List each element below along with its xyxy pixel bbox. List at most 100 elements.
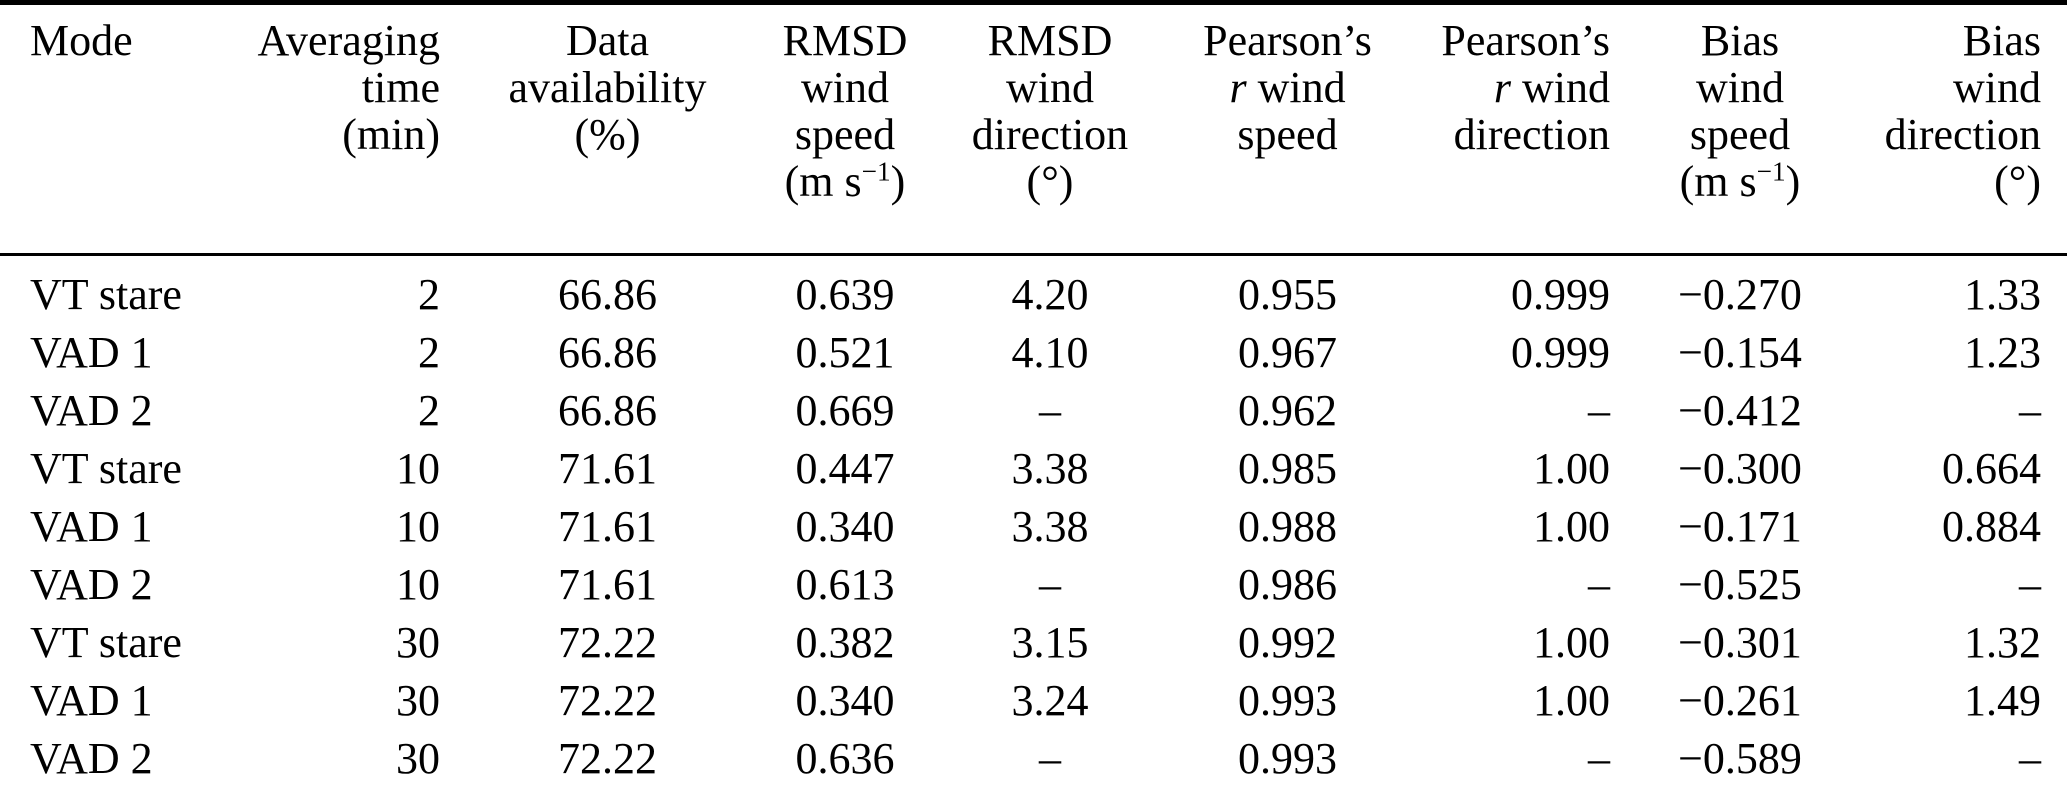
unit-text: (m s (784, 157, 862, 206)
cell-rmsd-wind-direction: 4.20 (1011, 270, 1089, 319)
cell-data-availability: 72.22 (558, 618, 657, 667)
cell-averaging-time: 10 (396, 502, 440, 551)
cell-rmsd-wind-speed: 0.340 (795, 676, 895, 725)
header-line: Data (565, 16, 650, 65)
col-header-data-availability: Data availability (%) (460, 2, 755, 256)
cell-bias-wind-speed: −0.301 (1678, 618, 1802, 667)
cell-averaging-time: 2 (418, 386, 440, 435)
cell-bias-wind-speed: −0.300 (1678, 444, 1802, 493)
cell-pearson-r-wind-direction: 1.00 (1533, 502, 1610, 551)
cell-mode: VAD 2 (30, 734, 153, 783)
cell-averaging-time: 30 (396, 734, 440, 783)
cell-data-availability: 66.86 (558, 386, 657, 435)
cell-pearson-r-wind-speed: 0.993 (1238, 734, 1337, 783)
cell-pearson-r-wind-direction: 1.00 (1533, 618, 1610, 667)
table-row: VAD 2 10 71.61 0.613 – 0.986 – −0.525 – (0, 556, 2067, 614)
table-row: VAD 1 10 71.61 0.340 3.38 0.988 1.00 −0.… (0, 498, 2067, 556)
cell-pearson-r-wind-speed: 0.986 (1238, 560, 1337, 609)
header-line: availability (508, 63, 707, 112)
cell-pearson-r-wind-speed: 0.955 (1238, 270, 1337, 319)
header-line: direction (1884, 110, 2041, 159)
header-line: r wind (1166, 64, 1409, 111)
cell-bias-wind-direction: 1.49 (1964, 676, 2041, 725)
header-line: Pearson’s (1441, 16, 1610, 65)
header-line: (min) (342, 110, 440, 159)
header-line-text: wind (1246, 63, 1346, 112)
cell-averaging-time: 10 (396, 444, 440, 493)
table-row: VAD 1 2 66.86 0.521 4.10 0.967 0.999 −0.… (0, 324, 2067, 382)
cell-mode: VAD 1 (30, 502, 153, 551)
cell-averaging-time: 30 (396, 618, 440, 667)
cell-pearson-r-wind-direction: 1.00 (1533, 444, 1610, 493)
unit-text: ) (1785, 157, 1801, 206)
header-line: RMSD (782, 16, 908, 65)
cell-rmsd-wind-speed: 0.636 (795, 734, 895, 783)
header-line: Bias (1962, 16, 2041, 65)
unit-text: (m s (1679, 157, 1757, 206)
cell-bias-wind-speed: −0.154 (1678, 328, 1802, 377)
cell-pearson-r-wind-direction: 0.999 (1511, 328, 1610, 377)
cell-rmsd-wind-speed: 0.669 (795, 386, 895, 435)
cell-mode: VAD 2 (30, 386, 153, 435)
cell-pearson-r-wind-speed: 0.985 (1238, 444, 1337, 493)
cell-pearson-r-wind-speed: 0.988 (1238, 502, 1337, 551)
cell-pearson-r-wind-direction: 1.00 (1533, 676, 1610, 725)
cell-mode: VAD 1 (30, 328, 153, 377)
cell-bias-wind-speed: −0.412 (1678, 386, 1802, 435)
cell-mode: VT stare (30, 618, 182, 667)
cell-rmsd-wind-direction: 4.10 (1011, 328, 1089, 377)
table-row: VAD 2 30 72.22 0.636 – 0.993 – −0.589 – (0, 730, 2067, 796)
cell-pearson-r-wind-speed: 0.962 (1238, 386, 1337, 435)
pearson-r-symbol: r (1229, 63, 1247, 112)
cell-data-availability: 72.22 (558, 734, 657, 783)
header-line: speed (1689, 110, 1791, 159)
cell-bias-wind-speed: −0.270 (1678, 270, 1802, 319)
pearson-r-symbol: r (1493, 63, 1511, 112)
cell-bias-wind-direction: 0.884 (1942, 502, 2041, 551)
cell-data-availability: 71.61 (558, 560, 657, 609)
cell-pearson-r-wind-direction: 0.999 (1511, 270, 1610, 319)
cell-rmsd-wind-speed: 0.340 (795, 502, 895, 551)
cell-rmsd-wind-direction: 3.15 (1011, 618, 1089, 667)
cell-rmsd-wind-speed: 0.447 (795, 444, 895, 493)
cell-pearson-r-wind-speed: 0.992 (1238, 618, 1337, 667)
unit-text: ) (890, 157, 906, 206)
cell-bias-wind-direction: – (2019, 560, 2041, 609)
header-line-text: wind (1511, 63, 1610, 112)
header-line: RMSD (987, 16, 1113, 65)
header-line: direction (1453, 110, 1610, 159)
cell-averaging-time: 30 (396, 676, 440, 725)
col-header-mode: Mode (0, 2, 215, 256)
cell-rmsd-wind-direction: 3.38 (1011, 502, 1089, 551)
cell-bias-wind-speed: −0.589 (1678, 734, 1802, 783)
cell-bias-wind-speed: −0.171 (1678, 502, 1802, 551)
header-unit: (°) (1026, 157, 1074, 206)
cell-mode: VAD 2 (30, 560, 153, 609)
header-unit: (°) (1994, 157, 2041, 206)
table-row: VT stare 2 66.86 0.639 4.20 0.955 0.999 … (0, 255, 2067, 325)
header-line: wind (1006, 63, 1094, 112)
cell-rmsd-wind-direction: – (1039, 560, 1061, 609)
table-row: VT stare 30 72.22 0.382 3.15 0.992 1.00 … (0, 614, 2067, 672)
cell-bias-wind-speed: −0.261 (1678, 676, 1802, 725)
table-row: VT stare 10 71.61 0.447 3.38 0.985 1.00 … (0, 440, 2067, 498)
header-line: Mode (30, 16, 133, 65)
table-row: VAD 2 2 66.86 0.669 – 0.962 – −0.412 – (0, 382, 2067, 440)
cell-rmsd-wind-direction: – (1039, 734, 1061, 783)
cell-data-availability: 72.22 (558, 676, 657, 725)
cell-bias-wind-direction: – (2019, 734, 2041, 783)
col-header-pearson-r-wind-direction: Pearson’s r wind direction (1410, 2, 1630, 256)
cell-rmsd-wind-speed: 0.639 (795, 270, 895, 319)
cell-pearson-r-wind-direction: – (1588, 386, 1610, 435)
cell-pearson-r-wind-speed: 0.993 (1238, 676, 1337, 725)
cell-averaging-time: 2 (418, 328, 440, 377)
header-line: direction (971, 110, 1129, 159)
header-unit: (m s−1) (1631, 158, 1849, 205)
header-line: Bias (1700, 16, 1780, 65)
cell-mode: VAD 1 (30, 676, 153, 725)
cell-rmsd-wind-speed: 0.382 (795, 618, 895, 667)
header-unit: (m s−1) (756, 158, 934, 205)
header-line: (%) (574, 110, 641, 159)
cell-data-availability: 66.86 (558, 270, 657, 319)
